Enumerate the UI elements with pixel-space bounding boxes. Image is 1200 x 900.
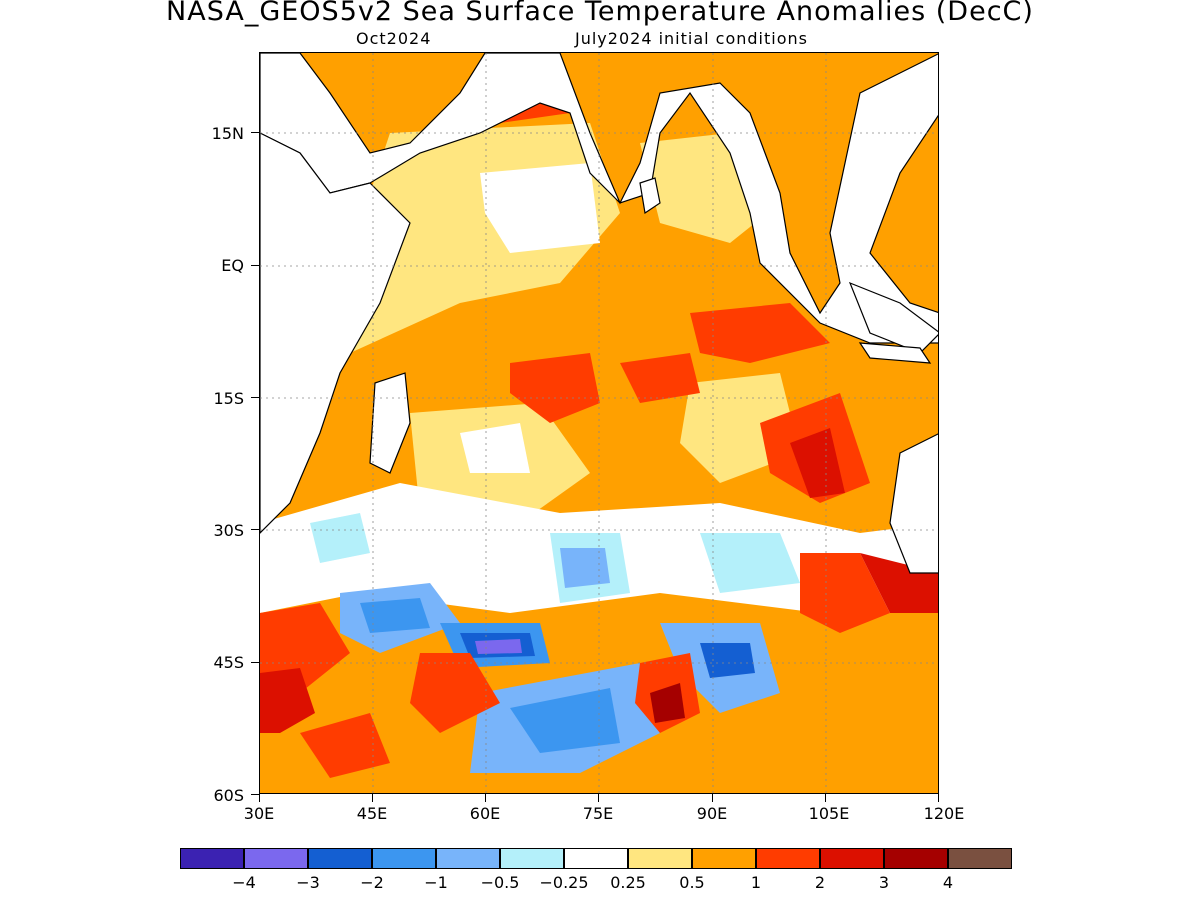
anomaly-region: [410, 653, 500, 733]
land-java: [858, 342, 932, 364]
colorbar-label: 1: [750, 873, 762, 892]
anomaly-region: [700, 533, 800, 593]
land-sumatra: [848, 281, 938, 354]
lon-tick: [598, 794, 599, 802]
anomaly-region: [620, 353, 700, 403]
map-title: NASA_GEOS5v2 Sea Surface Temperature Ano…: [166, 0, 1034, 27]
colorbar-label: −4: [232, 873, 256, 892]
colorbar-swatch: [180, 848, 244, 869]
land-australia: [889, 433, 938, 574]
lat-label-15n: 15N: [211, 124, 244, 143]
colorbar-label: 4: [942, 873, 954, 892]
lat-tick: [251, 265, 259, 266]
anomaly-region: [475, 639, 522, 654]
lon-label-30e: 30E: [243, 804, 275, 823]
lon-label-75e: 75E: [582, 804, 614, 823]
anomaly-region: [690, 303, 830, 363]
colorbar-swatch: [692, 848, 756, 869]
anomaly-region: [300, 713, 390, 778]
anomaly-region: [700, 643, 755, 678]
colorbar-swatch: [244, 848, 308, 869]
lat-label-15s: 15S: [213, 389, 244, 408]
colorbar-swatch: [948, 848, 1012, 869]
land-africa: [260, 132, 411, 534]
lat-tick: [251, 529, 259, 530]
lat-label-60s: 60S: [213, 786, 244, 805]
colorbar-swatch: [884, 848, 948, 869]
lat-label-30s: 30S: [213, 521, 244, 540]
colorbar-swatch: [436, 848, 500, 869]
anomaly-region: [310, 513, 370, 563]
colorbar-label: −2: [360, 873, 384, 892]
colorbar-swatch: [372, 848, 436, 869]
colorbar-swatch: [756, 848, 820, 869]
anomaly-region: [480, 163, 600, 253]
colorbar-swatch: [820, 848, 884, 869]
lon-tick: [825, 794, 826, 802]
anomaly-region: [650, 683, 685, 723]
colorbar-label: −3: [296, 873, 320, 892]
lat-tick: [251, 662, 259, 663]
colorbar-swatch: [308, 848, 372, 869]
colorbar-swatch: [564, 848, 628, 869]
anomaly-region: [510, 688, 620, 753]
land-sri-lanka: [639, 177, 661, 215]
land-asia: [260, 53, 938, 344]
lon-label-105e: 105E: [808, 804, 850, 823]
anomaly-region: [800, 553, 890, 633]
colorbar-label: −0.5: [480, 873, 520, 892]
lon-tick: [938, 794, 939, 802]
colorbar-label: 0.5: [679, 873, 705, 892]
anomaly-region: [560, 548, 610, 588]
lon-label-45e: 45E: [356, 804, 388, 823]
lat-tick: [251, 397, 259, 398]
colorbar-swatch: [628, 848, 692, 869]
anomaly-region: [360, 598, 430, 633]
lon-label-90e: 90E: [696, 804, 728, 823]
colorbar-label: −1: [424, 873, 448, 892]
lon-label-120e: 120E: [923, 804, 965, 823]
lat-tick: [251, 794, 259, 795]
colorbar: [180, 848, 1012, 869]
sst-anomaly-field: [260, 53, 938, 793]
forecast-month: Oct2024: [356, 29, 432, 48]
lat-tick: [251, 132, 259, 133]
anomaly-region: [460, 423, 530, 473]
anomaly-region: [790, 428, 845, 498]
sst-anomaly-map: [259, 52, 939, 794]
colorbar-swatch: [500, 848, 564, 869]
gridlines: [260, 53, 938, 793]
colorbar-label: 3: [878, 873, 890, 892]
lon-tick: [372, 794, 373, 802]
initial-conditions: July2024 initial conditions: [575, 29, 808, 48]
anomaly-region: [510, 353, 600, 423]
lat-label-eq: EQ: [221, 256, 244, 275]
colorbar-label: −0.25: [539, 873, 589, 892]
lon-label-60e: 60E: [469, 804, 501, 823]
colorbar-label: 2: [814, 873, 826, 892]
colorbar-label: 0.25: [610, 873, 646, 892]
lon-tick: [485, 794, 486, 802]
lat-label-45s: 45S: [213, 653, 244, 672]
anomaly-region: [260, 668, 315, 733]
lon-tick: [259, 794, 260, 802]
lon-tick: [712, 794, 713, 802]
